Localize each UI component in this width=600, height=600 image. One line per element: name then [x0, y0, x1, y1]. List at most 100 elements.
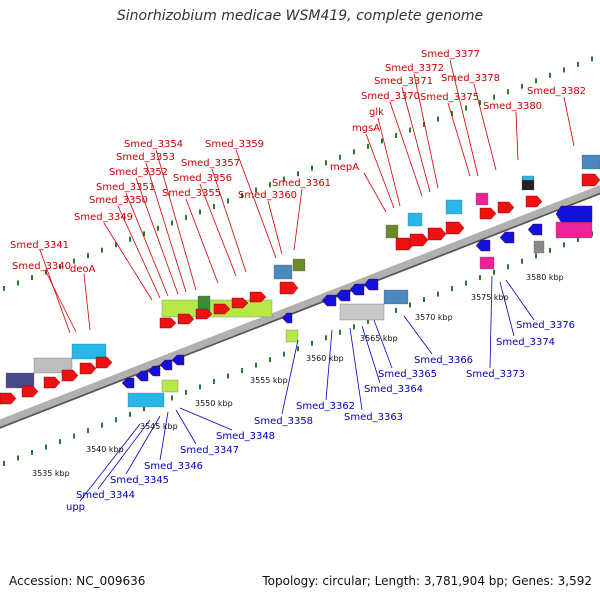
gene-label[interactable]: upp	[66, 502, 85, 513]
gene-label[interactable]: Smed_3354	[124, 139, 183, 150]
scale-label: 3580 kbp	[526, 273, 564, 282]
gene-label[interactable]: Smed_3356	[173, 173, 232, 184]
leader-line-reverse	[403, 315, 433, 355]
gene-label[interactable]: Smed_3373	[466, 369, 525, 380]
gene-label[interactable]: Smed_3349	[74, 212, 133, 223]
gene-label[interactable]: Smed_3347	[180, 445, 239, 456]
leader-line-forward	[293, 188, 303, 251]
gene-label[interactable]: Smed_3345	[110, 475, 169, 486]
leader-line-reverse	[505, 279, 535, 321]
gene-label[interactable]: Smed_3370	[361, 91, 420, 102]
leader-line-forward	[235, 149, 277, 259]
forward-gene-arrow	[445, 221, 465, 235]
gene-label[interactable]: Smed_3363	[344, 412, 403, 423]
leader-line-forward	[377, 117, 401, 207]
leader-line-reverse	[325, 329, 333, 401]
leader-line-reverse	[373, 319, 393, 369]
gene-label[interactable]: Smed_3374	[496, 337, 555, 348]
leader-line-forward	[125, 192, 169, 297]
forward-gene-arrow	[43, 376, 61, 389]
reverse-gene-arrow	[499, 231, 515, 244]
forward-gene-arrow	[159, 317, 177, 329]
forward-gene-arrow	[479, 207, 497, 220]
scale-label: 3565 kbp	[360, 334, 398, 343]
gene-label[interactable]: Smed_3352	[109, 167, 168, 178]
leader-line-forward	[211, 168, 247, 273]
forward-gene-arrow	[279, 281, 299, 295]
reverse-gene-arrow	[159, 359, 173, 371]
leader-line-forward	[83, 273, 91, 331]
gene-label[interactable]: Smed_3350	[89, 195, 148, 206]
feature-block	[555, 221, 593, 239]
scale-label: 3550 kbp	[195, 399, 233, 408]
gene-label[interactable]: Smed_3376	[516, 320, 575, 331]
genome-summary-label: Topology: circular; Length: 3,781,904 bp…	[262, 574, 592, 588]
leader-line-forward	[199, 183, 237, 277]
reverse-gene-arrow	[349, 283, 365, 296]
gene-label[interactable]: glk	[369, 107, 384, 118]
reverse-gene-arrow	[335, 289, 351, 302]
gene-label[interactable]: Smed_3364	[364, 384, 423, 395]
reverse-gene-arrow	[171, 354, 185, 366]
gene-label[interactable]: Smed_3340	[12, 261, 71, 272]
gene-label[interactable]: Smed_3365	[378, 369, 437, 380]
leader-line-forward	[185, 198, 219, 284]
gene-label[interactable]: Smed_3362	[296, 401, 355, 412]
gene-label[interactable]: Smed_3378	[441, 73, 500, 84]
leader-line-forward	[39, 249, 71, 334]
gene-label[interactable]: mepA	[330, 162, 359, 173]
leader-line-forward	[117, 205, 161, 299]
forward-gene-arrow	[581, 173, 600, 187]
gene-label[interactable]: Smed_3359	[205, 139, 264, 150]
gene-label[interactable]: Smed_3358	[254, 416, 313, 427]
leader-line-forward	[155, 149, 197, 291]
leader-line-forward	[447, 102, 471, 177]
gene-label[interactable]: mgsA	[352, 123, 380, 134]
leader-line-forward	[563, 96, 575, 147]
feature-blocks	[0, 154, 600, 408]
gene-label[interactable]: Smed_3371	[374, 76, 433, 87]
feature-block	[339, 303, 385, 321]
feature-block	[5, 372, 35, 389]
feature-block	[385, 224, 399, 239]
reverse-gene-labels: upp Smed_3344 Smed_3345 Smed_3346 Smed_3…	[66, 320, 575, 513]
gene-label[interactable]: Smed_3372	[385, 63, 444, 74]
gene-label[interactable]: Smed_3377	[421, 49, 480, 60]
gene-label[interactable]: Smed_3346	[144, 461, 203, 472]
feature-block	[273, 264, 293, 280]
gene-label[interactable]: Smed_3355	[162, 188, 221, 199]
leader-line-forward	[401, 86, 431, 193]
forward-gene-arrow	[409, 233, 429, 247]
reverse-gene-arrow	[555, 205, 593, 223]
feature-block	[33, 357, 73, 374]
gene-label[interactable]: Smed_3351	[96, 182, 155, 193]
gene-label[interactable]: Smed_3344	[76, 490, 135, 501]
leader-line-reverse	[97, 419, 151, 490]
kbp-scale-labels: 3535 kbp 3540 kbp 3545 kbp 3550 kbp 3555…	[32, 273, 564, 478]
forward-gene-arrow	[525, 195, 543, 208]
gene-label[interactable]: Smed_3360	[238, 190, 297, 201]
label-leader-lines	[39, 59, 575, 502]
gene-label[interactable]: Smed_3357	[181, 158, 240, 169]
forward-gene-arrow	[395, 237, 415, 251]
feature-block	[475, 192, 489, 206]
leader-line-reverse	[79, 423, 141, 502]
leader-line-forward	[363, 172, 387, 213]
gene-label[interactable]: Smed_3382	[527, 86, 586, 97]
gene-label[interactable]: Smed_3341	[10, 240, 69, 251]
forward-gene-arrow	[195, 308, 213, 320]
leader-line-forward	[135, 177, 179, 295]
feature-block	[285, 329, 299, 343]
feature-block	[71, 343, 107, 360]
forward-gene-labels: Smed_3341 Smed_3340 deoA Smed_3349 Smed_…	[10, 49, 586, 275]
gene-label[interactable]: Smed_3366	[414, 355, 473, 366]
gene-label[interactable]: Smed_3361	[272, 178, 331, 189]
forward-gene-arrow	[177, 313, 195, 325]
gene-label[interactable]: deoA	[70, 264, 96, 275]
gene-label[interactable]: Smed_3380	[483, 101, 542, 112]
leader-line-reverse	[125, 415, 161, 475]
gene-label[interactable]: Smed_3375	[420, 92, 479, 103]
gene-label[interactable]: Smed_3348	[216, 431, 275, 442]
gene-label[interactable]: Smed_3353	[116, 152, 175, 163]
leader-line-reverse	[361, 325, 381, 384]
